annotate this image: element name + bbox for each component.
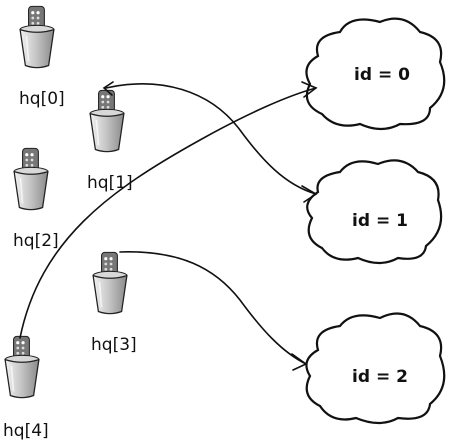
cloud-id1: id = 1: [306, 159, 443, 265]
arrow-head: [102, 81, 114, 96]
cloud-label: id = 2: [352, 367, 408, 387]
holder-hq0: hq[0]: [19, 5, 65, 109]
arrow-head: [301, 81, 318, 98]
cloud-shape: [306, 159, 443, 265]
remote-cup-icon: [89, 89, 125, 153]
arrow-head: [301, 185, 318, 203]
cloud-shape: [305, 17, 446, 131]
arrow-hq4-to-id0: [19, 87, 317, 339]
holder-label: hq[3]: [91, 335, 137, 355]
remote-cup-icon: [4, 335, 40, 399]
cloud-id2: id = 2: [305, 312, 446, 425]
holder-label: hq[0]: [19, 89, 65, 109]
holder-hq3: hq[3]: [91, 251, 137, 355]
cloud-label: id = 0: [354, 65, 410, 85]
holder-hq1: hq[1]: [87, 89, 133, 193]
remote-cup-icon: [19, 5, 55, 69]
holder-label: hq[1]: [87, 173, 133, 193]
arrow-hq3-to-id2: [119, 251, 307, 365]
cloud-id0: id = 0: [305, 17, 446, 131]
holder-hq2: hq[2]: [13, 147, 59, 251]
remote-cup-icon: [13, 147, 49, 211]
cloud-shape: [305, 312, 446, 425]
arrow-hq1-to-id1: [105, 83, 317, 195]
holder-hq4: hq[4]: [3, 335, 49, 441]
cloud-label: id = 1: [352, 211, 408, 231]
holder-label: hq[4]: [3, 421, 49, 441]
holder-label: hq[2]: [13, 231, 59, 251]
remote-cup-icon: [92, 251, 128, 315]
arrow-head: [291, 353, 308, 371]
